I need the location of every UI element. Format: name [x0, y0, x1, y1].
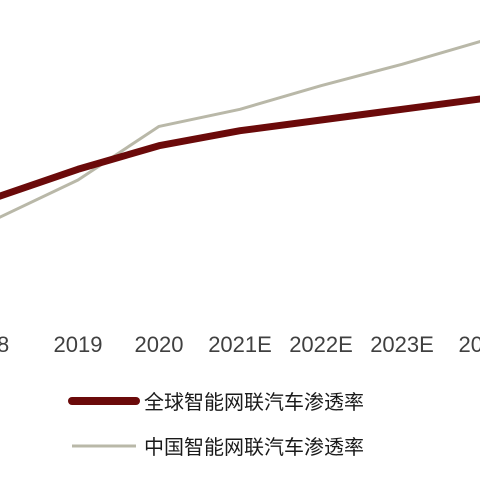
- x-tick-label: 2022E: [289, 332, 353, 357]
- x-tick-label: 2021E: [208, 332, 272, 357]
- x-axis-ticks: 18 2019 2020 2021E 2022E 2023E 2024: [0, 332, 480, 357]
- legend-label-global: 全球智能网联汽车渗透率: [144, 390, 364, 414]
- x-tick-label: 18: [0, 332, 9, 357]
- x-tick-label: 2020: [135, 332, 184, 357]
- legend: 全球智能网联汽车渗透率 中国智能网联汽车渗透率: [68, 390, 364, 459]
- plot-area: [0, 40, 480, 219]
- x-tick-label: 2023E: [370, 332, 434, 357]
- x-tick-label: 2019: [54, 332, 103, 357]
- x-tick-label: 2024: [459, 332, 480, 357]
- legend-label-china: 中国智能网联汽车渗透率: [144, 435, 364, 459]
